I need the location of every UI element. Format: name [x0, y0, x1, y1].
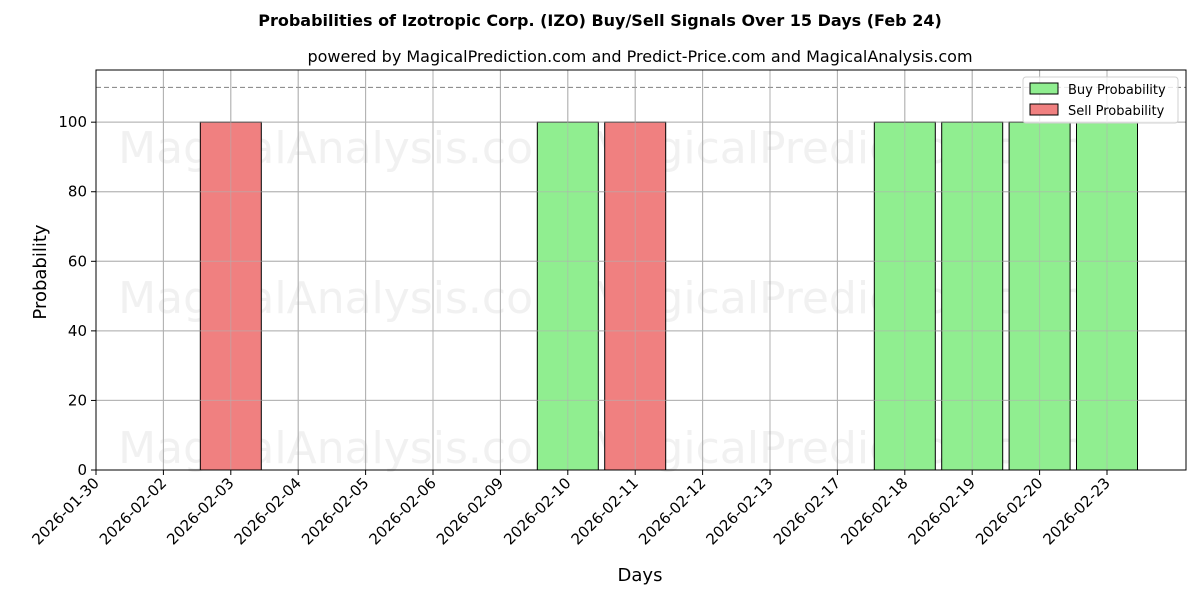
watermark-text: MagicalAnalysis.com: [118, 273, 576, 324]
x-tick-label: 2026-02-03: [163, 474, 237, 548]
legend-label-sell: Sell Probability: [1068, 104, 1165, 119]
y-tick-label: 80: [68, 183, 87, 201]
watermark-text: MagicalAnalysis.com: [118, 423, 576, 474]
x-axis: 2026-01-302026-02-022026-02-032026-02-04…: [28, 470, 1114, 548]
legend-swatch-buy: [1029, 82, 1059, 95]
chart-subtitle: powered by MagicalPrediction.com and Pre…: [307, 47, 972, 66]
x-tick-label: 2026-02-20: [972, 474, 1046, 548]
x-tick-label: 2026-02-23: [1039, 474, 1113, 548]
bars: [96, 70, 1186, 471]
x-tick-label: 2026-02-12: [635, 474, 709, 548]
x-tick-label: 2026-02-17: [770, 474, 844, 548]
legend: Buy Probability Sell Probability: [1022, 76, 1179, 124]
x-tick-label: 2026-01-30: [28, 474, 102, 548]
x-tick-label: 2026-02-09: [433, 474, 507, 548]
x-tick-label: 2026-02-13: [702, 474, 776, 548]
x-axis-label: Days: [618, 565, 663, 586]
y-axis: 0 20 40 60 80 100: [58, 113, 96, 479]
x-tick-label: 2026-02-18: [837, 474, 911, 548]
legend-box: [1022, 76, 1179, 124]
y-axis-label: Probability: [30, 224, 51, 319]
y-tick-label: 100: [58, 113, 87, 131]
y-tick-label: 60: [68, 252, 87, 270]
x-tick-label: 2026-02-19: [905, 474, 979, 548]
axes-frame: [95, 69, 1187, 471]
legend-swatch-sell: [1029, 103, 1059, 116]
watermarks: MagicalAnalysis.com MagicalPrediction.com…: [118, 123, 1085, 474]
x-tick-label: 2026-02-10: [500, 474, 574, 548]
chart-title: Probabilities of Izotropic Corp. (IZO) B…: [258, 11, 942, 30]
x-tick-label: 2026-02-06: [365, 474, 439, 548]
x-tick-label: 2026-02-04: [231, 474, 305, 548]
y-tick-label: 0: [77, 461, 87, 479]
x-tick-label: 2026-02-11: [568, 474, 642, 548]
y-tick-label: 40: [68, 322, 87, 340]
x-tick-label: 2026-02-02: [96, 474, 170, 548]
y-tick-label: 20: [68, 391, 87, 409]
watermark-text: MagicalAnalysis.com: [118, 123, 576, 174]
x-tick-label: 2026-02-05: [298, 474, 372, 548]
legend-label-buy: Buy Probability: [1068, 83, 1166, 98]
